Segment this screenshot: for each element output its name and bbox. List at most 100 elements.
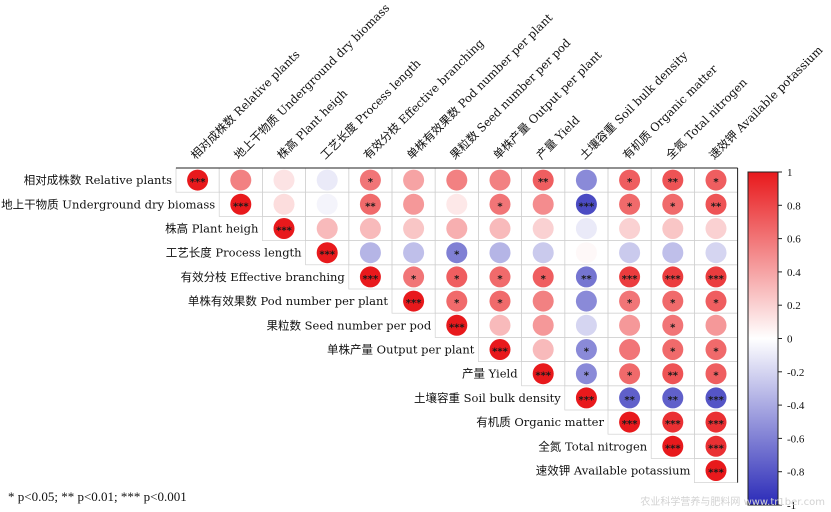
significance-label: *** [276,226,292,237]
correlation-point [662,242,684,264]
significance-label: *** [579,201,595,212]
significance-label: * [713,371,719,382]
significance-label: *** [622,274,638,285]
colorbar-tick-label: 0 [787,334,793,346]
significance-label: *** [708,274,724,285]
correlation-point [446,242,468,264]
significance-label: * [713,177,719,188]
correlation-point [489,266,511,288]
correlation-point [403,218,425,239]
significance-label: *** [665,443,681,454]
colorbar-tick-label: 1 [787,167,793,179]
correlation-point [662,363,684,385]
correlation-point [273,169,295,191]
row-label: 相对成株数 Relative plants [24,173,172,187]
significance-label: * [670,322,676,333]
significance-footnote: * p<0.05; ** p<0.01; *** p<0.001 [8,489,187,504]
significance-label: ** [581,274,592,285]
correlation-point [575,193,597,215]
correlation-point [489,339,511,360]
correlation-point [705,169,727,191]
significance-label: *** [492,347,508,358]
row-label: 工艺长度 Process length [166,246,302,260]
row-label: 有机质 Organic matter [476,415,604,429]
correlation-point [532,363,554,385]
significance-label: * [627,177,633,188]
significance-label: *** [319,250,335,261]
row-label: 有效分枝 Effective branching [181,270,346,284]
correlation-point [230,169,252,191]
correlation-point [446,314,468,336]
correlation-point [532,169,554,191]
correlation-point [575,339,597,360]
correlation-point [575,290,597,312]
row-label: 全氮 Total nitrogen [538,439,647,453]
correlation-point [403,242,425,264]
row-label: 单株产量 Output per plant [327,343,475,357]
colorbar-tick-label: -0.8 [787,467,805,479]
correlation-point [575,387,597,409]
row-label: 地上干物质 Underground dry biomass [1,197,215,211]
significance-label: *** [622,419,638,430]
correlation-point [619,339,641,360]
correlation-point [662,339,684,360]
correlation-point [532,314,554,336]
correlation-point [619,266,641,288]
significance-label: *** [708,395,724,406]
correlation-point [446,169,468,191]
colorbar-tick-label: -0.6 [787,433,805,445]
row-label: 速效钾 Available potassium [536,464,691,478]
correlation-point [619,314,641,336]
significance-label: *** [579,395,595,406]
correlation-point [662,266,684,288]
correlation-point [403,193,425,215]
correlation-point [662,387,684,409]
correlation-point [489,290,511,312]
significance-label: ** [711,201,722,212]
correlation-point [705,363,727,385]
significance-label: *** [708,443,724,454]
correlation-point [359,266,381,288]
column-label: 地上干物质 Underground dry biomass [231,1,392,162]
correlation-point [662,169,684,191]
watermark: 农业科学营养与肥料网 www.tr1ber.com [640,497,825,508]
row-label: 单株有效果数 Pod number per plant [188,294,389,308]
significance-label: * [627,298,633,309]
significance-label: * [584,347,590,358]
correlation-point [230,193,252,215]
correlation-point [489,218,511,239]
significance-label: ** [668,177,679,188]
correlation-point [619,387,641,409]
correlation-point [403,266,425,288]
correlation-point [575,242,597,264]
significance-label: *** [535,371,551,382]
correlation-point [489,314,511,336]
correlation-point [403,290,425,312]
correlation-point [575,266,597,288]
correlation-point [273,193,295,215]
correlation-point [619,193,641,215]
significance-label: * [411,274,417,285]
correlation-point [446,290,468,312]
correlation-point [575,218,597,239]
correlation-point [316,218,338,239]
correlation-point [316,242,338,264]
correlation-point [619,218,641,239]
correlation-point [662,435,684,457]
significance-label: *** [708,419,724,430]
significance-label: *** [190,177,206,188]
correlation-point [532,290,554,312]
row-label: 产量 Yield [462,367,518,381]
correlation-point [662,193,684,215]
correlation-point [619,290,641,312]
correlation-point [705,387,727,409]
correlation-point [705,290,727,312]
correlation-point [359,218,381,239]
significance-label: *** [665,419,681,430]
significance-label: * [670,298,676,309]
colorbar-tick-label: 0.2 [787,300,801,312]
colorbar-tick-label: -1 [787,500,796,512]
correlation-point [532,339,554,360]
row-label: 土壤容重 Soil bulk density [414,391,561,405]
significance-label: * [497,201,503,212]
